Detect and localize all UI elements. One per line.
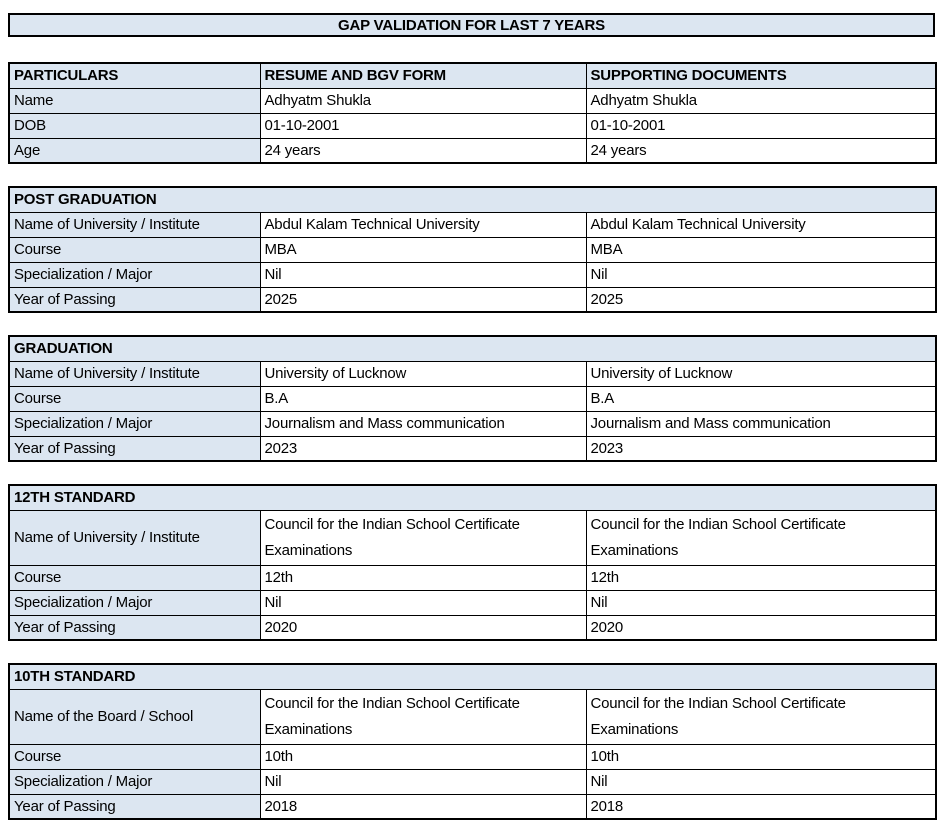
section-title: 10TH STANDARD	[8, 663, 937, 690]
value-cell: 10th	[259, 743, 587, 770]
section-header-row: POST GRADUATION	[8, 186, 937, 213]
section-header-row: 12TH STANDARD	[8, 484, 937, 511]
section-table-10th-standard: 10TH STANDARD Name of the Board / School…	[8, 663, 937, 820]
label-cell: Specialization / Major	[8, 410, 261, 437]
document-title: GAP VALIDATION FOR LAST 7 YEARS	[8, 13, 935, 37]
value-cell: Nil	[259, 261, 587, 288]
value-cell: Abdul Kalam Technical University	[259, 211, 587, 238]
table-row: Name of University / Institute Council f…	[8, 509, 937, 566]
value-cell: Journalism and Mass communication	[259, 410, 587, 437]
value-cell: Council for the Indian School Certificat…	[259, 688, 587, 745]
table-row: Name of University / Institute Abdul Kal…	[8, 211, 937, 238]
value-cell: 2020	[259, 614, 587, 641]
label-cell: Year of Passing	[8, 614, 261, 641]
value-cell: 2018	[585, 793, 937, 820]
value-cell: Nil	[259, 589, 587, 616]
table-row: Name Adhyatm Shukla Adhyatm Shukla	[8, 87, 937, 114]
table-row: Course B.A B.A	[8, 385, 937, 412]
label-cell: Name of University / Institute	[8, 211, 261, 238]
value-cell: B.A	[259, 385, 587, 412]
table-row: Name of University / Institute Universit…	[8, 360, 937, 387]
value-cell: Council for the Indian School Certificat…	[585, 509, 937, 566]
table-row: Year of Passing 2018 2018	[8, 793, 937, 820]
value-cell: MBA	[259, 236, 587, 263]
value-cell: 24 years	[259, 137, 587, 164]
section-header-row: 10TH STANDARD	[8, 663, 937, 690]
table-row: Name of the Board / School Council for t…	[8, 688, 937, 745]
label-cell: Course	[8, 236, 261, 263]
value-cell: 01-10-2001	[259, 112, 587, 139]
value-cell: Council for the Indian School Certificat…	[585, 688, 937, 745]
table-row: Year of Passing 2023 2023	[8, 435, 937, 462]
value-cell: MBA	[585, 236, 937, 263]
label-cell: Year of Passing	[8, 793, 261, 820]
label-cell: Specialization / Major	[8, 261, 261, 288]
table-row: Course 10th 10th	[8, 743, 937, 770]
label-cell: Name of University / Institute	[8, 509, 261, 566]
value-cell: 2020	[585, 614, 937, 641]
section-table-post-graduation: POST GRADUATION Name of University / Ins…	[8, 186, 938, 313]
table-row: Course MBA MBA	[8, 236, 937, 263]
document-title-text: GAP VALIDATION FOR LAST 7 YEARS	[338, 16, 605, 34]
section-title: 12TH STANDARD	[8, 484, 937, 511]
value-cell: University of Lucknow	[585, 360, 937, 387]
particulars-table: PARTICULARS RESUME AND BGV FORM SUPPORTI…	[8, 62, 937, 164]
value-cell: Nil	[259, 768, 587, 795]
value-cell: 2023	[259, 435, 587, 462]
value-cell: Adhyatm Shukla	[585, 87, 937, 114]
header-cell-particulars: PARTICULARS	[8, 62, 261, 89]
value-cell: 12th	[259, 564, 587, 591]
value-cell: Abdul Kalam Technical University	[585, 211, 937, 238]
section-title: POST GRADUATION	[8, 186, 937, 213]
value-cell: Journalism and Mass communication	[585, 410, 937, 437]
particulars-header-row: PARTICULARS RESUME AND BGV FORM SUPPORTI…	[8, 62, 937, 89]
label-cell: Name of the Board / School	[8, 688, 261, 745]
label-cell: Course	[8, 385, 261, 412]
table-row: Specialization / Major Nil Nil	[8, 768, 937, 795]
label-cell: DOB	[8, 112, 261, 139]
label-cell: Course	[8, 743, 261, 770]
value-cell: Council for the Indian School Certificat…	[259, 509, 587, 566]
value-cell: 2025	[585, 286, 937, 313]
header-cell-supporting: SUPPORTING DOCUMENTS	[585, 62, 937, 89]
label-cell: Course	[8, 564, 261, 591]
table-row: Specialization / Major Nil Nil	[8, 589, 937, 616]
value-cell: Nil	[585, 768, 937, 795]
value-cell: Nil	[585, 589, 937, 616]
table-row: Specialization / Major Nil Nil	[8, 261, 937, 288]
value-cell: 2025	[259, 286, 587, 313]
label-cell: Specialization / Major	[8, 768, 261, 795]
value-cell: 24 years	[585, 137, 937, 164]
value-cell: University of Lucknow	[259, 360, 587, 387]
label-cell: Age	[8, 137, 261, 164]
value-cell: Nil	[585, 261, 937, 288]
label-cell: Year of Passing	[8, 286, 261, 313]
value-cell: 01-10-2001	[585, 112, 937, 139]
section-header-row: GRADUATION	[8, 335, 937, 362]
section-table-graduation: GRADUATION Name of University / Institut…	[8, 335, 937, 462]
label-cell: Name	[8, 87, 261, 114]
table-row: Specialization / Major Journalism and Ma…	[8, 410, 937, 437]
value-cell: 2018	[259, 793, 587, 820]
section-table-12th-standard: 12TH STANDARD Name of University / Insti…	[8, 484, 937, 641]
table-row: Course 12th 12th	[8, 564, 937, 591]
header-cell-resume: RESUME AND BGV FORM	[259, 62, 587, 89]
label-cell: Specialization / Major	[8, 589, 261, 616]
value-cell: Adhyatm Shukla	[259, 87, 587, 114]
section-title: GRADUATION	[8, 335, 937, 362]
table-row: Age 24 years 24 years	[8, 137, 937, 164]
label-cell: Year of Passing	[8, 435, 261, 462]
table-row: Year of Passing 2025 2025	[8, 286, 937, 313]
table-row: DOB 01-10-2001 01-10-2001	[8, 112, 937, 139]
value-cell: B.A	[585, 385, 937, 412]
label-cell: Name of University / Institute	[8, 360, 261, 387]
value-cell: 2023	[585, 435, 937, 462]
table-row: Year of Passing 2020 2020	[8, 614, 937, 641]
value-cell: 10th	[585, 743, 937, 770]
value-cell: 12th	[585, 564, 937, 591]
